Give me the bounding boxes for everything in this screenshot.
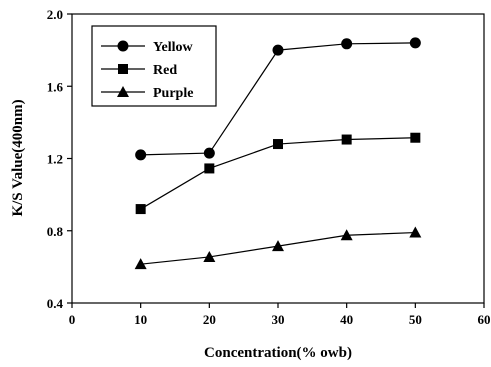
legend-label-red: Red [153,63,177,78]
legend-item-purple: Purple [101,86,193,101]
data-point-purple [409,226,422,238]
series-yellow [135,37,421,161]
x-axis-label: Concentration(% owb) [204,345,352,361]
series-layer [134,37,422,270]
legend: Yellow Red Purple [91,25,217,107]
legend-item-red: Red [101,63,177,78]
legend-marker-yellow [117,40,129,52]
legend-marker-red [118,64,128,74]
x-tick-label: 20 [203,312,216,327]
y-tick-label: 2.0 [47,7,63,22]
x-tick-label: 10 [134,312,147,327]
data-point-red [204,163,215,174]
legend-label-purple: Purple [153,86,193,101]
data-point-red [410,132,421,143]
x-tick-label: 50 [409,312,422,327]
series-red [135,132,421,215]
data-point-purple [340,229,353,241]
y-tick-label: 0.4 [47,296,64,311]
y-tick-label: 1.6 [47,79,64,94]
legend-marker-purple [117,86,129,97]
data-point-red [273,139,283,150]
y-tick-label: 0.8 [47,224,64,239]
data-point-yellow [409,37,421,49]
x-tick-label: 30 [272,312,285,327]
data-point-purple [134,258,147,270]
data-point-red [341,134,352,145]
legend-label-yellow: Yellow [153,40,194,55]
data-point-yellow [272,44,284,56]
data-point-red [135,204,146,215]
y-axis: 0.4 0.8 1.2 1.6 2.0 [47,7,72,311]
x-tick-label: 0 [69,312,76,327]
data-point-yellow [135,149,147,161]
x-tick-label: 40 [340,312,353,327]
data-point-yellow [203,147,215,159]
data-point-purple [203,250,216,262]
y-tick-label: 1.2 [47,152,63,167]
data-point-yellow [341,38,353,50]
x-axis: 0 10 20 30 40 50 60 [69,303,491,327]
series-purple [134,226,422,270]
x-tick-label: 60 [478,312,491,327]
legend-box [91,25,217,107]
y-axis-label: K/S Value(400nm) [10,99,26,216]
legend-item-yellow: Yellow [101,40,194,55]
data-point-purple [272,240,284,252]
